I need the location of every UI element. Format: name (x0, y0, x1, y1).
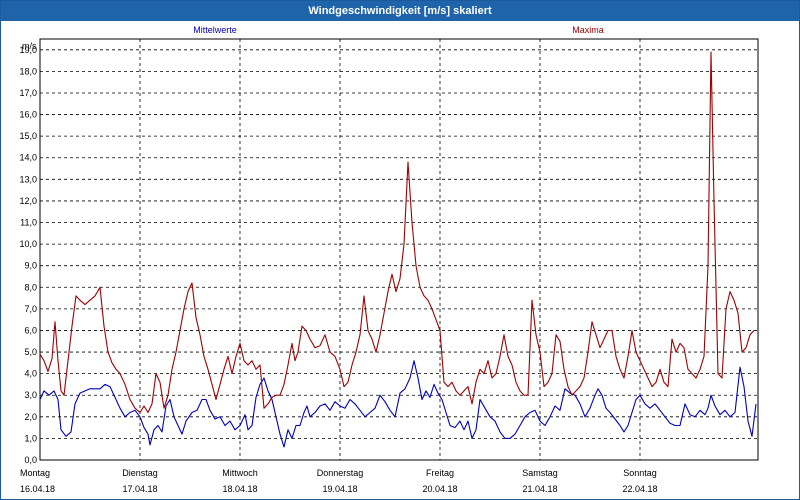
y-tick-label: 15,0 (19, 131, 37, 141)
y-tick-label: 7,0 (24, 304, 37, 314)
y-tick-label: 4,0 (24, 369, 37, 379)
x-tick-date: 21.04.18 (522, 484, 557, 494)
wind-speed-chart: 0,0 1,0 2,0 3,0 4,0 5,0 6,0 7,0 8,0 9,0 10,0 11,0 12… (19, 25, 759, 494)
y-tick-label: 12,0 (19, 196, 37, 206)
y-tick-label: 6,0 (24, 325, 37, 335)
y-tick-label: 11,0 (20, 218, 37, 228)
x-tick-date: 22.04.18 (622, 484, 657, 494)
y-tick-label: 5,0 (24, 347, 37, 357)
x-tick-day: Freitag (426, 468, 454, 478)
series-lines (39, 51, 757, 448)
series-line-mittelwerte (39, 360, 757, 448)
y-tick-label: 16,0 (19, 110, 37, 120)
y-tick-label: 10,0 (19, 239, 37, 249)
legend-maxima: Maxima (572, 25, 604, 35)
y-tick-label: 17,0 (19, 88, 37, 98)
x-tick-day: Dienstag (122, 468, 158, 478)
x-tick-date: 16.04.18 (20, 484, 55, 494)
y-tick-label: 14,0 (19, 153, 37, 163)
y-tick-label: 1,0 (24, 433, 37, 443)
y-tick-label: 0,0 (24, 455, 37, 465)
y-tick-label: 18,0 (19, 66, 37, 76)
y-axis-label: m/s (22, 41, 37, 51)
x-tick-day: Samstag (522, 468, 558, 478)
x-tick-date: 18.04.18 (222, 484, 257, 494)
y-tick-label: 9,0 (24, 261, 37, 271)
y-tick-label: 13,0 (19, 174, 37, 184)
y-tick-label: 8,0 (24, 282, 37, 292)
window-title: Windgeschwindigkeit [m/s] skaliert (1, 1, 799, 21)
x-tick-date: 20.04.18 (422, 484, 457, 494)
legend-mittelwerte: Mittelwerte (193, 25, 237, 35)
y-tick-label: 3,0 (24, 390, 37, 400)
plot-area (39, 38, 759, 461)
y-axis-ticks: 0,0 1,0 2,0 3,0 4,0 5,0 6,0 7,0 8,0 9,0 10,0 11,0 12… (19, 45, 37, 465)
x-tick-day: Donnerstag (317, 468, 364, 478)
y-tick-label: 19,0 (19, 45, 37, 55)
x-tick-day: Mittwoch (222, 468, 258, 478)
x-tick-date: 17.04.18 (122, 484, 157, 494)
grid (40, 39, 758, 460)
x-axis-ticks: Montag 16.04.18 Dienstag 17.04.18 Mittwoch 18… (20, 468, 658, 494)
x-tick-day: Montag (20, 468, 50, 478)
y-tick-label: 2,0 (24, 412, 37, 422)
x-tick-date: 19.04.18 (322, 484, 357, 494)
x-tick-day: Sonntag (623, 468, 657, 478)
series-line-maxima (39, 51, 755, 414)
